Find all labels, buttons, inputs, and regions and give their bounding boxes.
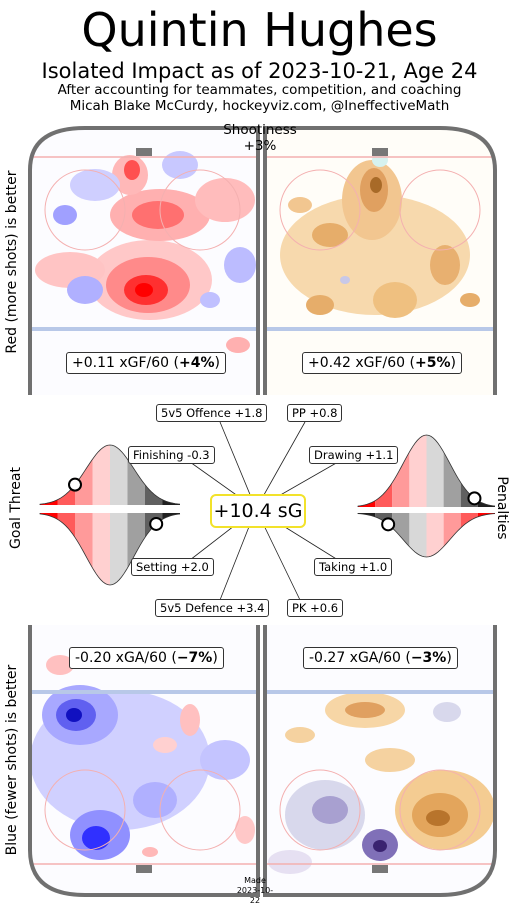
component-5v5-offence: 5v5 Offence +1.8: [156, 404, 268, 422]
rink-offence-shots: [28, 126, 260, 395]
percentile-marker-drawing: [467, 491, 482, 506]
component-finishing: Finishing -0.3: [128, 446, 215, 464]
purple-zone: [373, 840, 387, 852]
red-zone: [46, 655, 74, 675]
blue-zone: [67, 276, 103, 304]
purple-zone: [268, 850, 312, 874]
axis-label-bottom: Blue (fewer shots) is better: [4, 664, 20, 856]
red-zone: [195, 178, 255, 222]
orange-zone: [370, 177, 382, 193]
orange-zone: [430, 245, 460, 285]
distribution-band: [392, 452, 410, 507]
shootiness-label: Shootiness: [223, 122, 297, 138]
distribution-band: [409, 513, 427, 557]
total-impact: +10.4 sG: [210, 494, 306, 528]
penalties-label: Penalties: [494, 476, 510, 540]
orange-zone: [285, 727, 315, 743]
distribution-band: [443, 513, 461, 547]
made-stamp: Made 2023-10-22: [236, 876, 274, 905]
rink-offence-goals: [263, 126, 497, 395]
percentile-marker-finishing: [68, 477, 82, 492]
stat-offence-shots: +0.11 xGF/60 (+4%): [66, 352, 226, 374]
orange-zone: [312, 223, 348, 247]
blue-zone: [53, 205, 77, 225]
component-pp: PP +0.8: [287, 404, 343, 422]
rink-defence-goals: [263, 625, 497, 897]
distribution-band: [426, 513, 444, 557]
blue-zone: [224, 247, 256, 283]
distribution-band: [110, 513, 128, 585]
note-line-2: Micah Blake McCurdy, hockeyviz.com, @Ine…: [69, 98, 450, 114]
percentile-marker-setting: [149, 516, 164, 531]
distribution-band: [75, 459, 93, 505]
red-zone: [132, 201, 184, 229]
distribution-outline: [39, 444, 181, 505]
component-setting: Setting +2.0: [131, 558, 214, 576]
component-drawing: Drawing +1.1: [309, 446, 399, 464]
distribution-band: [110, 445, 128, 505]
percentile-marker-taking: [381, 517, 396, 532]
component-pk: PK +0.6: [287, 599, 344, 617]
blue-zone: [200, 740, 250, 780]
red-zone: [124, 160, 140, 180]
axis-label-top: Red (more shots) is better: [4, 170, 20, 354]
red-zone: [226, 337, 250, 353]
blue-zone: [70, 169, 120, 201]
stat-defence-goals: -0.27 xGA/60 (−3%): [303, 647, 458, 669]
rink-defence-shots: [28, 625, 260, 897]
purple-zone: [340, 276, 350, 284]
orange-zone: [460, 293, 480, 307]
distribution-band: [92, 445, 110, 505]
distribution-band: [426, 435, 444, 507]
distribution-band: [75, 513, 93, 568]
red-zone: [153, 737, 177, 753]
blue-zone: [82, 826, 110, 850]
blue-zone: [162, 151, 198, 179]
red-zone: [135, 283, 153, 297]
distributions: [39, 434, 496, 586]
shootiness: Shootiness +3%: [200, 122, 320, 154]
blue-zone: [200, 292, 220, 308]
distribution-band: [443, 452, 461, 507]
goal-threat-label: Goal Threat: [8, 467, 24, 549]
blue-zone: [133, 782, 177, 818]
component-taking: Taking +1.0: [314, 558, 393, 576]
purple-zone: [312, 796, 348, 824]
orange-zone: [345, 702, 385, 718]
component-5v5-defence: 5v5 Defence +3.4: [155, 599, 270, 617]
orange-zone: [426, 810, 450, 826]
stat-offence-goals: +0.42 xGF/60 (+5%): [302, 352, 462, 374]
orange-zone: [365, 748, 415, 772]
distribution-band: [127, 513, 145, 568]
purple-zone: [433, 702, 461, 722]
distribution-band: [127, 459, 145, 505]
orange-zone: [288, 197, 312, 213]
subtitle: Isolated Impact as of 2023-10-21, Age 24: [41, 59, 478, 83]
orange-zone: [306, 295, 334, 315]
note-line-1: After accounting for teammates, competit…: [57, 82, 462, 98]
distribution-outline: [357, 513, 496, 558]
red-zone: [180, 704, 200, 736]
distribution-band: [409, 435, 427, 507]
shootiness-value: +3%: [243, 138, 277, 154]
blue-zone: [66, 708, 82, 722]
stat-defence-shots: -0.20 xGA/60 (−7%): [69, 647, 224, 669]
red-zone: [235, 816, 255, 844]
distribution-band: [392, 513, 410, 547]
red-zone: [142, 847, 158, 857]
orange-zone: [373, 282, 417, 318]
player-title: Quintin Hughes: [81, 3, 438, 57]
distribution-band: [92, 513, 110, 585]
